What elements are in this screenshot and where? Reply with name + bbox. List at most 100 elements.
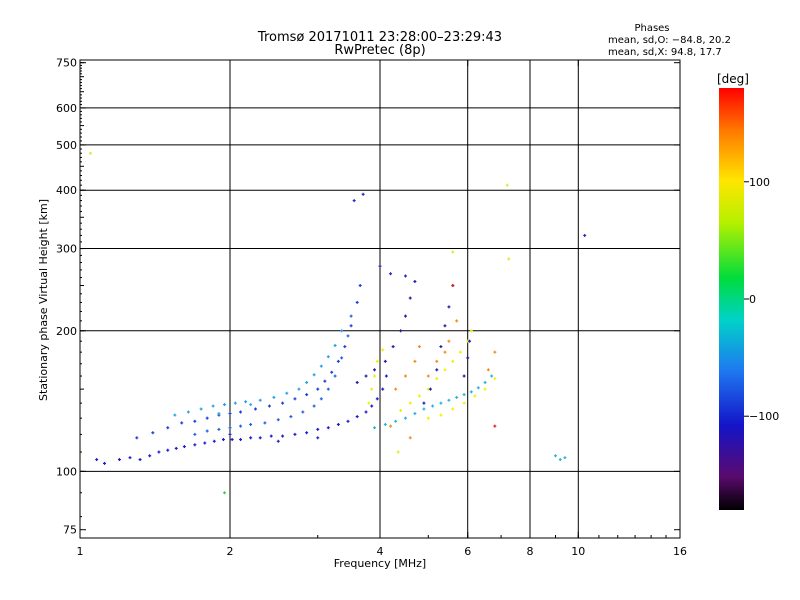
data-point xyxy=(383,359,387,363)
data-point xyxy=(117,458,121,462)
data-point xyxy=(346,334,350,338)
data-point xyxy=(244,400,248,404)
data-point xyxy=(340,356,344,360)
data-point xyxy=(403,416,407,420)
data-point xyxy=(455,319,459,323)
data-point xyxy=(205,429,209,433)
data-point xyxy=(408,401,412,405)
data-point xyxy=(157,450,161,454)
x-tick-label: 10 xyxy=(571,545,585,558)
data-point xyxy=(375,397,379,401)
data-point xyxy=(381,348,385,352)
data-point xyxy=(138,458,142,462)
data-point xyxy=(352,199,356,203)
data-point xyxy=(336,359,340,363)
data-points xyxy=(89,151,587,495)
data-point xyxy=(312,404,316,408)
data-point xyxy=(373,426,377,430)
x-tick-label: 4 xyxy=(377,545,384,558)
data-point xyxy=(361,192,365,196)
data-point xyxy=(413,280,417,284)
data-point xyxy=(553,454,557,458)
data-point xyxy=(558,458,562,462)
data-point xyxy=(399,329,403,333)
data-point xyxy=(249,436,253,440)
data-point xyxy=(408,436,412,440)
colorbar-unit-label: [deg] xyxy=(717,72,749,86)
data-point xyxy=(349,314,353,318)
y-tick-label: 500 xyxy=(56,139,77,152)
data-point xyxy=(276,418,280,422)
data-point xyxy=(505,183,509,187)
data-point xyxy=(396,450,400,454)
data-point xyxy=(358,284,362,288)
data-point xyxy=(349,324,353,328)
data-point xyxy=(443,324,447,328)
data-point xyxy=(451,250,455,254)
data-point xyxy=(431,404,435,408)
data-point xyxy=(217,427,221,431)
data-point xyxy=(493,350,497,354)
data-point xyxy=(193,419,197,423)
stats-heading: Phases xyxy=(634,23,669,34)
data-point xyxy=(319,397,323,401)
data-point xyxy=(319,364,323,368)
data-point xyxy=(507,257,511,261)
data-point xyxy=(451,284,455,288)
data-point xyxy=(199,407,203,411)
data-point xyxy=(451,407,455,411)
data-point xyxy=(443,368,447,372)
data-point xyxy=(367,401,371,405)
data-point xyxy=(174,446,178,450)
data-point xyxy=(469,390,473,394)
data-point xyxy=(439,345,443,349)
data-point xyxy=(455,395,459,399)
data-point xyxy=(381,387,385,391)
data-point xyxy=(370,404,374,408)
data-point xyxy=(239,424,243,428)
data-point xyxy=(483,380,487,384)
data-point xyxy=(205,416,209,420)
data-point xyxy=(333,343,337,347)
data-point xyxy=(422,407,426,411)
data-point xyxy=(403,374,407,378)
data-point xyxy=(267,404,271,408)
x-axis-label: Frequency [MHz] xyxy=(334,557,426,570)
data-point xyxy=(426,374,430,378)
y-tick-label: 200 xyxy=(56,325,77,338)
data-point xyxy=(272,395,276,399)
colorbar-tick-label: 100 xyxy=(749,176,770,189)
data-point xyxy=(228,432,232,436)
data-point xyxy=(305,431,309,435)
data-point xyxy=(258,398,262,402)
data-point xyxy=(447,398,451,402)
data-point xyxy=(493,377,497,381)
data-point xyxy=(343,345,347,349)
data-point xyxy=(233,401,237,405)
x-tick-label: 16 xyxy=(673,545,687,558)
y-tick-label: 750 xyxy=(56,57,77,70)
y-axis-label: Stationary phase Virtual Height [km] xyxy=(37,199,50,401)
data-point xyxy=(435,359,439,363)
data-point xyxy=(403,314,407,318)
data-point xyxy=(422,401,426,405)
grid-lines xyxy=(80,60,680,538)
stats-line-o: mean, sd,O: −84.8, 20.2 xyxy=(608,35,731,46)
data-point xyxy=(223,491,227,495)
data-point xyxy=(435,377,439,381)
data-point xyxy=(281,434,285,438)
data-point xyxy=(221,438,225,442)
data-point xyxy=(173,413,177,417)
data-point xyxy=(462,374,466,378)
data-point xyxy=(384,374,388,378)
colorbar-tick-label: 0 xyxy=(749,293,756,306)
data-point xyxy=(476,386,480,390)
data-point xyxy=(203,441,207,445)
data-point xyxy=(89,151,93,155)
data-point xyxy=(583,233,587,237)
data-point xyxy=(413,359,417,363)
data-point xyxy=(223,403,227,407)
data-point xyxy=(391,345,395,349)
data-point xyxy=(269,434,273,438)
